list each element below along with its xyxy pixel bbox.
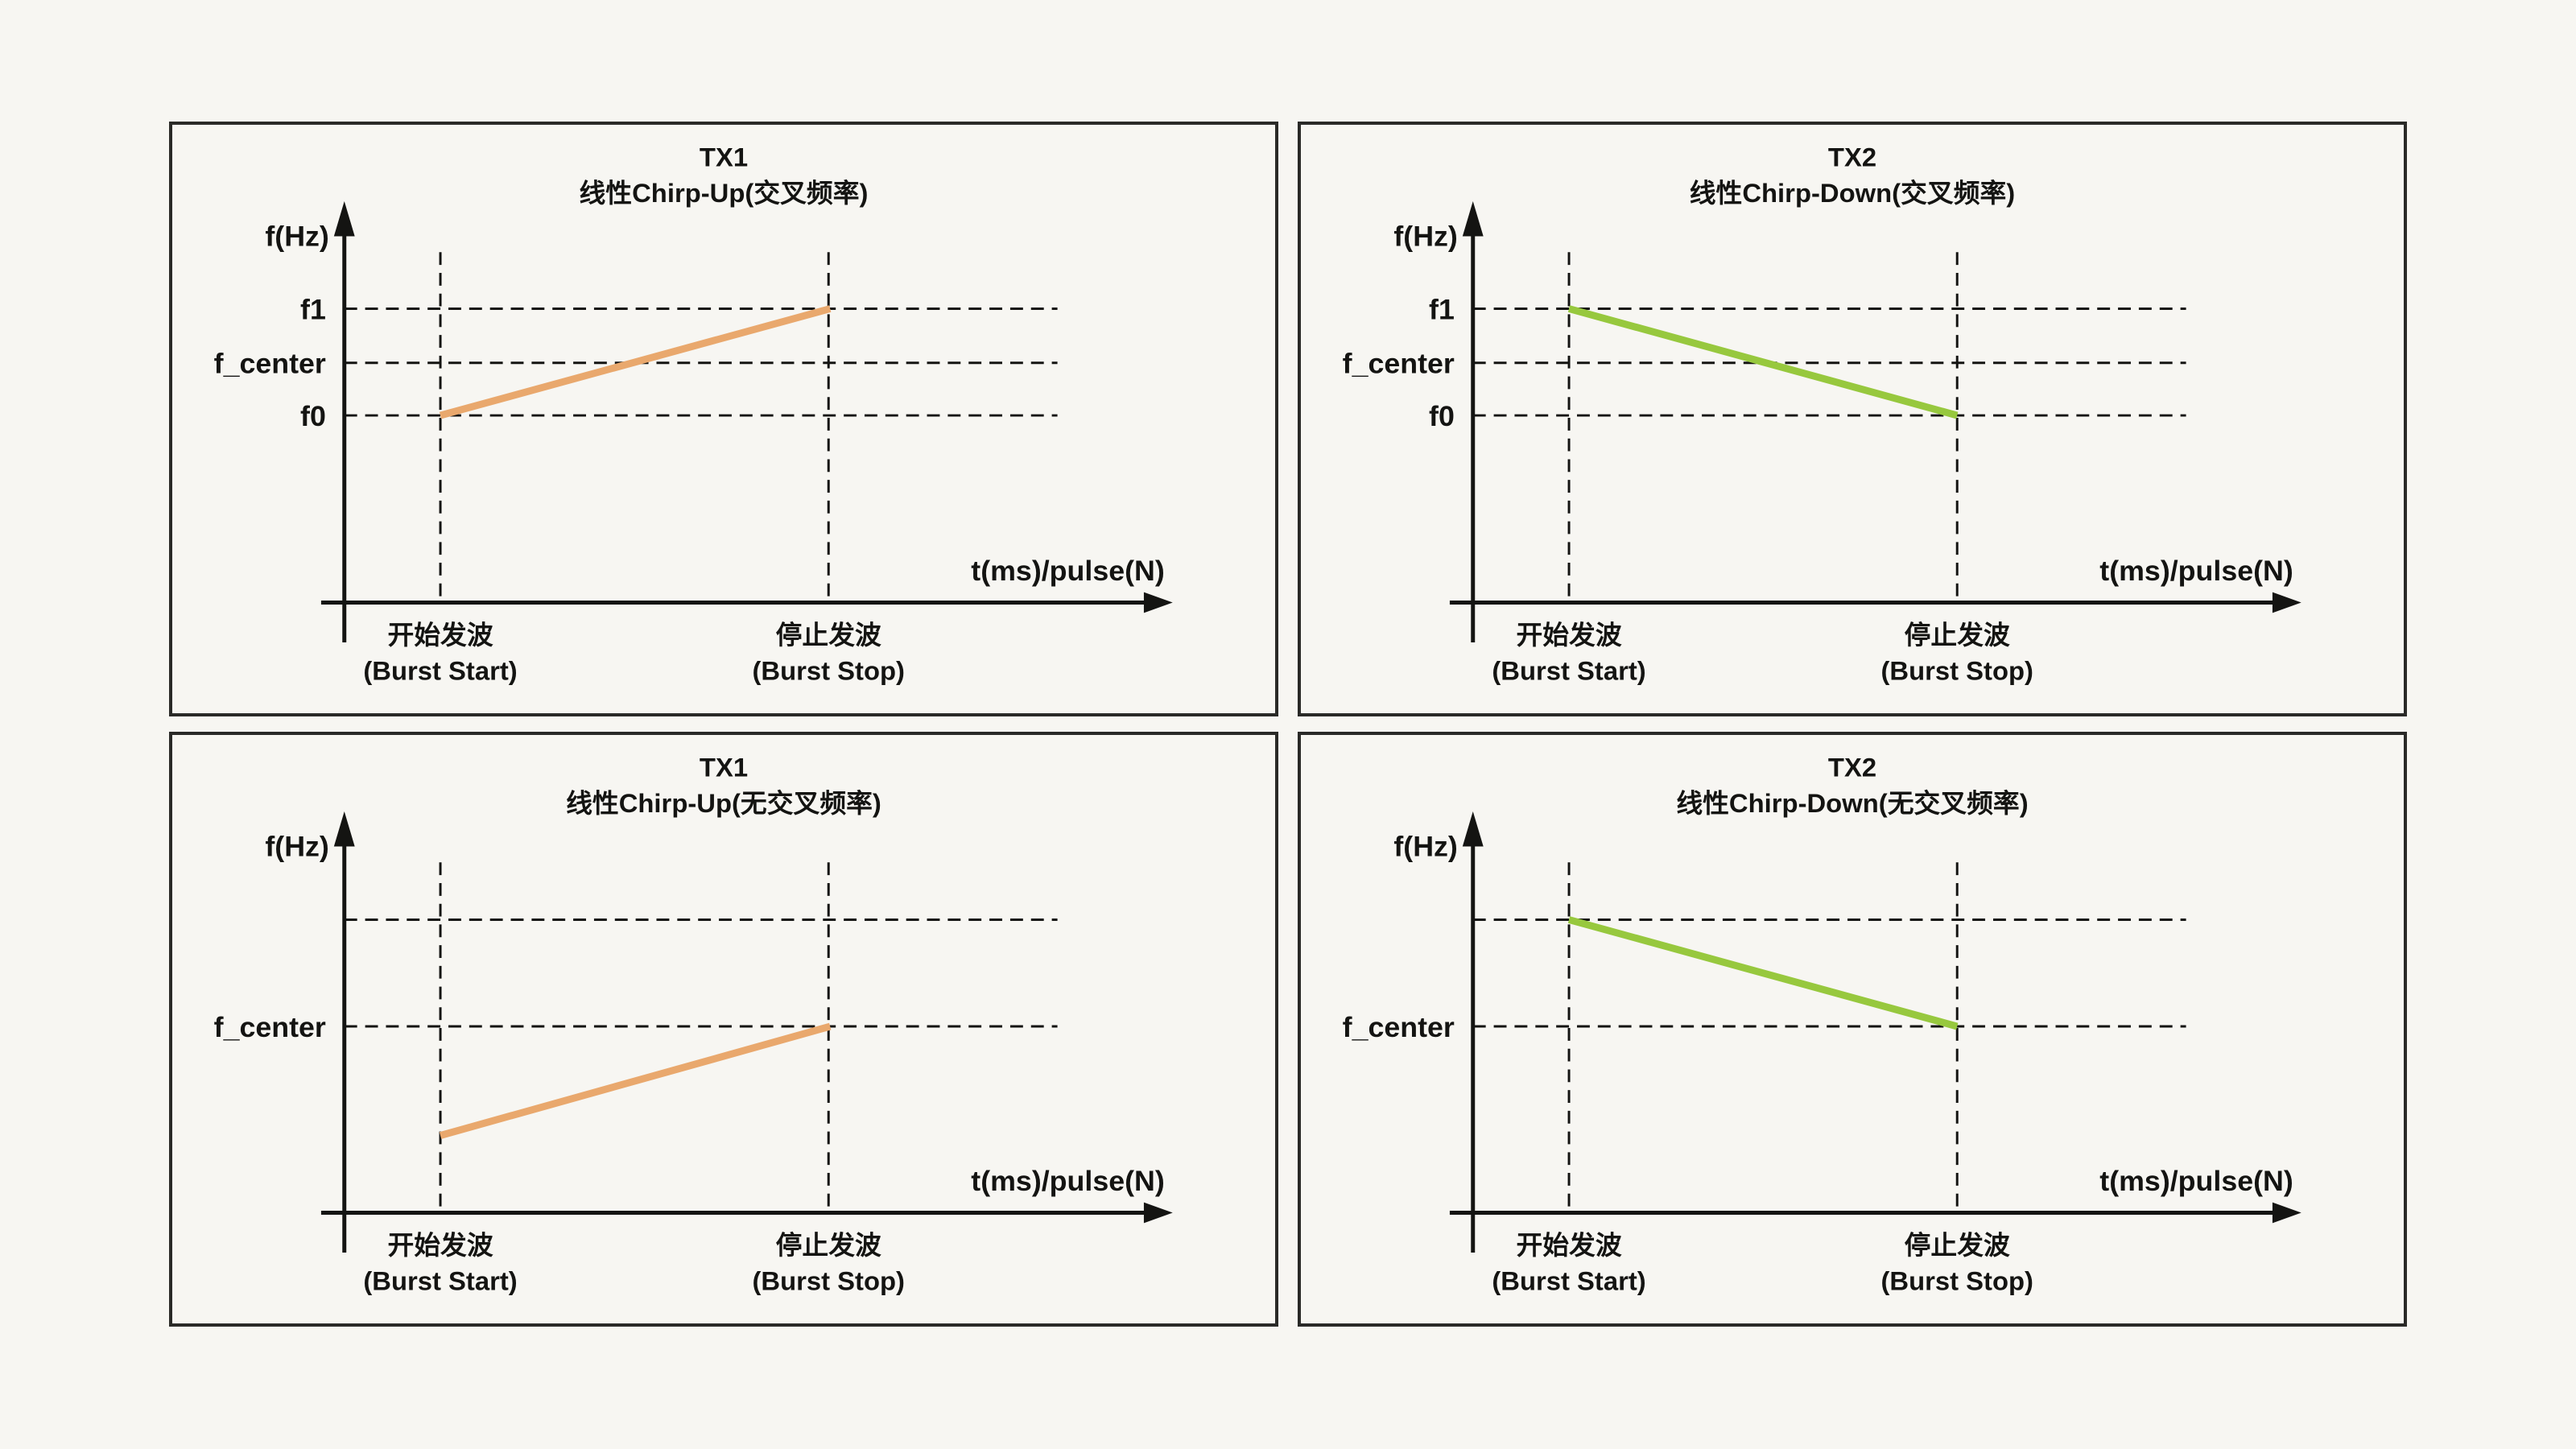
burst-start-label-en: (Burst Start) (1492, 1266, 1645, 1296)
x-axis-arrowhead (1143, 1202, 1173, 1224)
panel-title: TX2 (1828, 753, 1876, 782)
tick-f0: f0 (300, 400, 326, 432)
y-axis-arrowhead (1462, 200, 1484, 237)
y-axis-label: f(Hz) (1393, 830, 1457, 862)
chirp-diagram: TX1 线性Chirp-Up(交叉频率) f(Hz) t(ms)/pulse(N… (214, 142, 1173, 686)
chirp-diagram: TX2 线性Chirp-Down(无交叉频率) f(Hz) t(ms)/puls… (1343, 753, 2301, 1296)
burst-start-label-en: (Burst Start) (363, 656, 517, 686)
x-axis-arrowhead (2272, 1202, 2301, 1224)
tick-f-center: f_center (1343, 348, 1455, 380)
burst-stop-label-en: (Burst Stop) (1880, 1266, 2033, 1296)
panel-subtitle: 线性Chirp-Down(交叉频率) (1690, 178, 2016, 208)
chirp-line (1567, 916, 1959, 1030)
tick-f-center: f_center (214, 1011, 326, 1043)
tick-f-center: f_center (214, 348, 326, 380)
burst-stop-label-cn: 停止发波 (1905, 620, 2010, 650)
burst-start-label-cn: 开始发波 (1516, 1230, 1621, 1260)
y-axis-label: f(Hz) (265, 830, 328, 862)
burst-stop-label-en: (Burst Stop) (1880, 656, 2033, 686)
x-axis-arrowhead (1143, 592, 1173, 613)
panel-title: TX1 (700, 753, 748, 782)
panel-tx2-noncrossed: TX2 线性Chirp-Down(无交叉频率) f(Hz) t(ms)/puls… (1298, 732, 2407, 1327)
x-axis-arrowhead (2272, 592, 2301, 613)
y-axis-label: f(Hz) (265, 220, 328, 252)
tick-f1: f1 (300, 293, 326, 325)
panel-tx1-crossed: TX1 线性Chirp-Up(交叉频率) f(Hz) t(ms)/pulse(N… (169, 122, 1278, 716)
chirp-line (439, 1022, 832, 1139)
panel-tx2-crossed: TX2 线性Chirp-Down(交叉频率) f(Hz) t(ms)/pulse… (1298, 122, 2407, 716)
y-axis-arrowhead (1462, 811, 1484, 847)
tick-f-center: f_center (1343, 1011, 1455, 1043)
burst-stop-label-cn: 停止发波 (1905, 1230, 2010, 1260)
x-axis-label: t(ms)/pulse(N) (2099, 555, 2293, 587)
burst-start-label-cn: 开始发波 (387, 1230, 493, 1260)
burst-stop-label-en: (Burst Stop) (752, 656, 904, 686)
panel-subtitle: 线性Chirp-Down(无交叉频率) (1676, 788, 2028, 818)
tick-f0: f0 (1429, 400, 1455, 432)
burst-stop-label-cn: 停止发波 (776, 1230, 881, 1260)
burst-start-label-cn: 开始发波 (1516, 620, 1621, 650)
x-axis-label: t(ms)/pulse(N) (2099, 1165, 2293, 1197)
burst-stop-label-cn: 停止发波 (776, 620, 881, 650)
panel-subtitle: 线性Chirp-Up(无交叉频率) (566, 788, 881, 818)
panel-subtitle: 线性Chirp-Up(交叉频率) (580, 178, 869, 208)
burst-start-label-en: (Burst Start) (363, 1266, 517, 1296)
chirp-diagram: TX1 线性Chirp-Up(无交叉频率) f(Hz) t(ms)/pulse(… (214, 753, 1173, 1296)
chirp-line (439, 305, 832, 419)
y-axis-arrowhead (333, 200, 355, 237)
chirp-diagram: TX2 线性Chirp-Down(交叉频率) f(Hz) t(ms)/pulse… (1343, 142, 2301, 686)
x-axis-label: t(ms)/pulse(N) (971, 1165, 1165, 1197)
tick-f1: f1 (1429, 293, 1455, 325)
y-axis-label: f(Hz) (1393, 220, 1457, 252)
chirp-line (1567, 305, 1959, 419)
burst-start-label-en: (Burst Start) (1492, 656, 1645, 686)
panel-title: TX2 (1828, 142, 1876, 172)
burst-start-label-cn: 开始发波 (387, 620, 493, 650)
panel-title: TX1 (700, 142, 748, 172)
burst-stop-label-en: (Burst Stop) (752, 1266, 904, 1296)
panel-tx1-noncrossed: TX1 线性Chirp-Up(无交叉频率) f(Hz) t(ms)/pulse(… (169, 732, 1278, 1327)
x-axis-label: t(ms)/pulse(N) (971, 555, 1165, 587)
y-axis-arrowhead (333, 811, 355, 847)
